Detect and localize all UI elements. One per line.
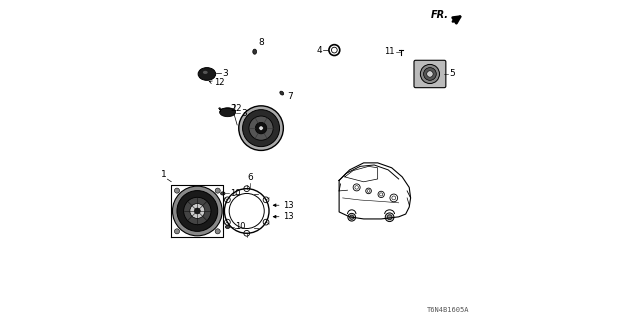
Text: 12: 12 <box>214 78 225 87</box>
Circle shape <box>177 191 218 231</box>
Circle shape <box>239 106 284 150</box>
Text: 11: 11 <box>385 47 395 56</box>
Text: 13: 13 <box>283 201 293 210</box>
Ellipse shape <box>225 225 230 228</box>
Text: 2: 2 <box>230 104 236 113</box>
FancyBboxPatch shape <box>414 60 446 88</box>
Text: 6: 6 <box>247 173 253 182</box>
Text: 3: 3 <box>241 109 247 118</box>
Circle shape <box>190 204 205 219</box>
Circle shape <box>215 229 220 234</box>
Circle shape <box>249 116 273 140</box>
Circle shape <box>173 186 222 236</box>
Circle shape <box>427 71 433 77</box>
Circle shape <box>420 64 440 84</box>
Text: 1: 1 <box>161 170 167 179</box>
Ellipse shape <box>220 108 236 117</box>
Text: 10: 10 <box>235 222 245 231</box>
Circle shape <box>195 208 200 214</box>
Ellipse shape <box>221 192 225 195</box>
Ellipse shape <box>198 68 216 80</box>
Ellipse shape <box>219 108 221 109</box>
Circle shape <box>349 215 354 219</box>
Text: T6N4B1605A: T6N4B1605A <box>428 307 470 313</box>
Text: FR.: FR. <box>431 10 449 20</box>
Text: 12: 12 <box>232 104 242 113</box>
Circle shape <box>175 188 180 193</box>
Circle shape <box>243 110 280 147</box>
Text: 13: 13 <box>283 212 293 221</box>
Circle shape <box>184 197 211 225</box>
Circle shape <box>259 126 263 130</box>
Text: 7: 7 <box>287 92 293 101</box>
Circle shape <box>255 123 267 134</box>
Ellipse shape <box>203 71 208 74</box>
Text: 8: 8 <box>259 38 264 47</box>
Circle shape <box>348 213 356 221</box>
Circle shape <box>424 68 436 80</box>
Circle shape <box>387 215 392 220</box>
Ellipse shape <box>253 49 257 54</box>
Ellipse shape <box>280 91 284 95</box>
Circle shape <box>385 213 394 221</box>
Circle shape <box>215 188 220 193</box>
Circle shape <box>175 229 180 234</box>
Text: 4: 4 <box>317 45 322 55</box>
Text: 10: 10 <box>230 189 241 198</box>
Text: 5: 5 <box>449 69 455 78</box>
Text: 3: 3 <box>222 68 228 77</box>
